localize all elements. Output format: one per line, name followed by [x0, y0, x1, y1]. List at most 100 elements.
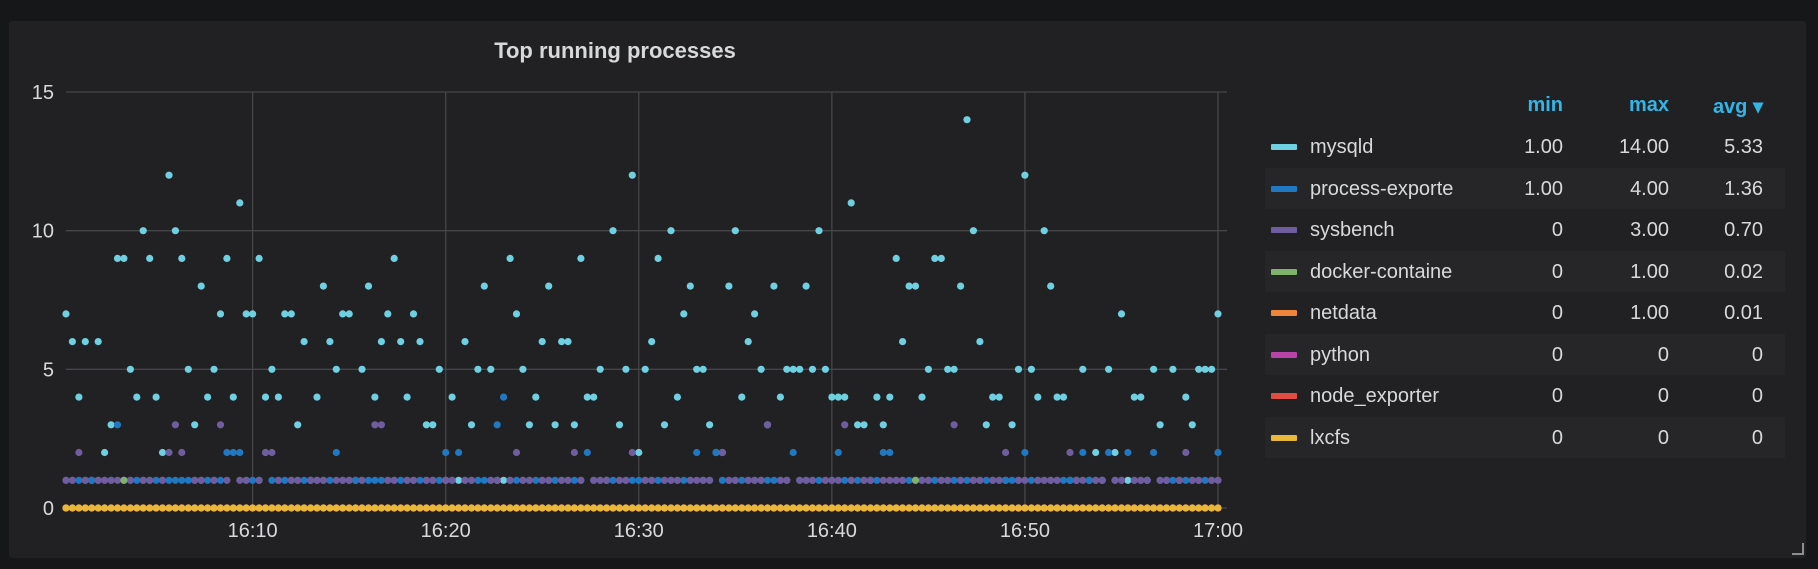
point-lxcfs[interactable]: [358, 504, 366, 512]
point-sysbench[interactable]: [506, 476, 514, 484]
point-sysbench[interactable]: [558, 476, 566, 484]
point-mysqld[interactable]: [860, 421, 868, 429]
point-process-exporte[interactable]: [223, 448, 231, 457]
point-lxcfs[interactable]: [1059, 504, 1068, 512]
series-name[interactable]: process-exporte: [1310, 177, 1454, 200]
point-process-exporte[interactable]: [609, 476, 617, 484]
point-sysbench[interactable]: [1040, 476, 1048, 484]
point-lxcfs[interactable]: [1162, 504, 1171, 512]
point-mysqld[interactable]: [236, 199, 244, 207]
point-mysqld[interactable]: [892, 254, 900, 262]
point-mysqld[interactable]: [660, 421, 669, 429]
point-mysqld[interactable]: [1059, 393, 1068, 401]
point-lxcfs[interactable]: [1124, 504, 1132, 512]
point-lxcfs[interactable]: [1156, 504, 1164, 512]
point-sysbench[interactable]: [171, 421, 179, 429]
point-mysqld[interactable]: [686, 282, 694, 290]
point-lxcfs[interactable]: [210, 504, 218, 512]
point-mysqld[interactable]: [648, 338, 656, 346]
point-sysbench[interactable]: [673, 476, 682, 484]
point-mysqld[interactable]: [229, 393, 237, 401]
point-lxcfs[interactable]: [493, 504, 501, 512]
point-sysbench[interactable]: [731, 476, 739, 484]
point-sysbench[interactable]: [107, 476, 115, 484]
point-sysbench[interactable]: [641, 476, 649, 484]
point-mysqld[interactable]: [81, 338, 89, 346]
point-sysbench[interactable]: [1130, 476, 1138, 484]
point-mysqld[interactable]: [294, 421, 302, 429]
point-sysbench[interactable]: [126, 476, 134, 484]
legend-row-mysqld[interactable]: mysqld 1.00 14.00 5.33: [1265, 126, 1785, 168]
point-lxcfs[interactable]: [88, 504, 96, 512]
point-process-exporte[interactable]: [854, 476, 862, 484]
point-mysqld[interactable]: [1182, 393, 1190, 401]
point-process-exporte[interactable]: [165, 476, 173, 484]
point-lxcfs[interactable]: [1079, 504, 1087, 512]
point-process-exporte[interactable]: [654, 476, 662, 484]
point-mysqld[interactable]: [924, 365, 933, 373]
point-mysqld[interactable]: [969, 227, 978, 235]
point-sysbench[interactable]: [307, 476, 315, 484]
point-sysbench[interactable]: [339, 476, 347, 484]
point-mysqld[interactable]: [474, 365, 482, 373]
point-process-exporte[interactable]: [635, 476, 643, 484]
point-lxcfs[interactable]: [242, 504, 250, 512]
point-sysbench[interactable]: [892, 476, 900, 484]
point-lxcfs[interactable]: [828, 504, 836, 512]
point-lxcfs[interactable]: [905, 504, 913, 512]
point-sysbench[interactable]: [918, 476, 926, 484]
point-process-exporte[interactable]: [500, 393, 508, 401]
point-mysqld[interactable]: [577, 254, 585, 262]
point-lxcfs[interactable]: [165, 504, 173, 512]
point-lxcfs[interactable]: [216, 504, 225, 512]
point-lxcfs[interactable]: [171, 504, 179, 512]
point-mysqld[interactable]: [789, 365, 797, 373]
point-lxcfs[interactable]: [918, 504, 926, 512]
point-process-exporte[interactable]: [789, 448, 797, 457]
point-lxcfs[interactable]: [158, 504, 167, 512]
point-mysqld[interactable]: [654, 254, 662, 262]
point-sysbench[interactable]: [725, 476, 733, 484]
point-lxcfs[interactable]: [1208, 504, 1216, 512]
point-lxcfs[interactable]: [152, 504, 160, 512]
point-lxcfs[interactable]: [680, 504, 688, 512]
point-mysqld[interactable]: [706, 421, 714, 429]
point-lxcfs[interactable]: [957, 504, 965, 512]
point-mysqld[interactable]: [422, 421, 430, 429]
point-mysqld[interactable]: [879, 421, 887, 429]
point-mysqld[interactable]: [590, 393, 598, 401]
point-mysqld[interactable]: [120, 254, 128, 262]
point-lxcfs[interactable]: [107, 504, 115, 512]
point-mysqld[interactable]: [725, 282, 733, 290]
point-process-exporte[interactable]: [326, 476, 334, 484]
point-lxcfs[interactable]: [81, 504, 89, 512]
point-mysqld[interactable]: [1117, 310, 1126, 318]
point-sysbench[interactable]: [1188, 476, 1196, 484]
point-mysqld[interactable]: [255, 254, 263, 262]
point-sysbench[interactable]: [68, 476, 76, 484]
point-lxcfs[interactable]: [300, 504, 308, 512]
point-sysbench[interactable]: [461, 476, 469, 484]
point-mysqld[interactable]: [300, 338, 308, 346]
point-process-exporte[interactable]: [133, 476, 141, 484]
point-sysbench[interactable]: [223, 476, 231, 484]
point-mysqld[interactable]: [384, 310, 392, 318]
point-lxcfs[interactable]: [68, 504, 76, 512]
point-process-exporte[interactable]: [873, 476, 881, 484]
point-mysqld[interactable]: [152, 393, 160, 401]
point-mysqld[interactable]: [184, 365, 192, 373]
point-lxcfs[interactable]: [1105, 504, 1113, 512]
point-lxcfs[interactable]: [229, 504, 237, 512]
point-mysqld[interactable]: [821, 365, 830, 373]
point-lxcfs[interactable]: [126, 504, 134, 512]
point-sysbench[interactable]: [255, 476, 263, 484]
point-lxcfs[interactable]: [886, 504, 894, 512]
point-lxcfs[interactable]: [274, 504, 282, 512]
point-lxcfs[interactable]: [1117, 504, 1126, 512]
point-process-exporte[interactable]: [480, 476, 488, 484]
point-lxcfs[interactable]: [113, 504, 122, 512]
point-sysbench[interactable]: [191, 476, 199, 484]
point-mysqld[interactable]: [313, 393, 321, 401]
point-process-exporte[interactable]: [1002, 476, 1010, 484]
point-mysqld[interactable]: [448, 393, 456, 401]
